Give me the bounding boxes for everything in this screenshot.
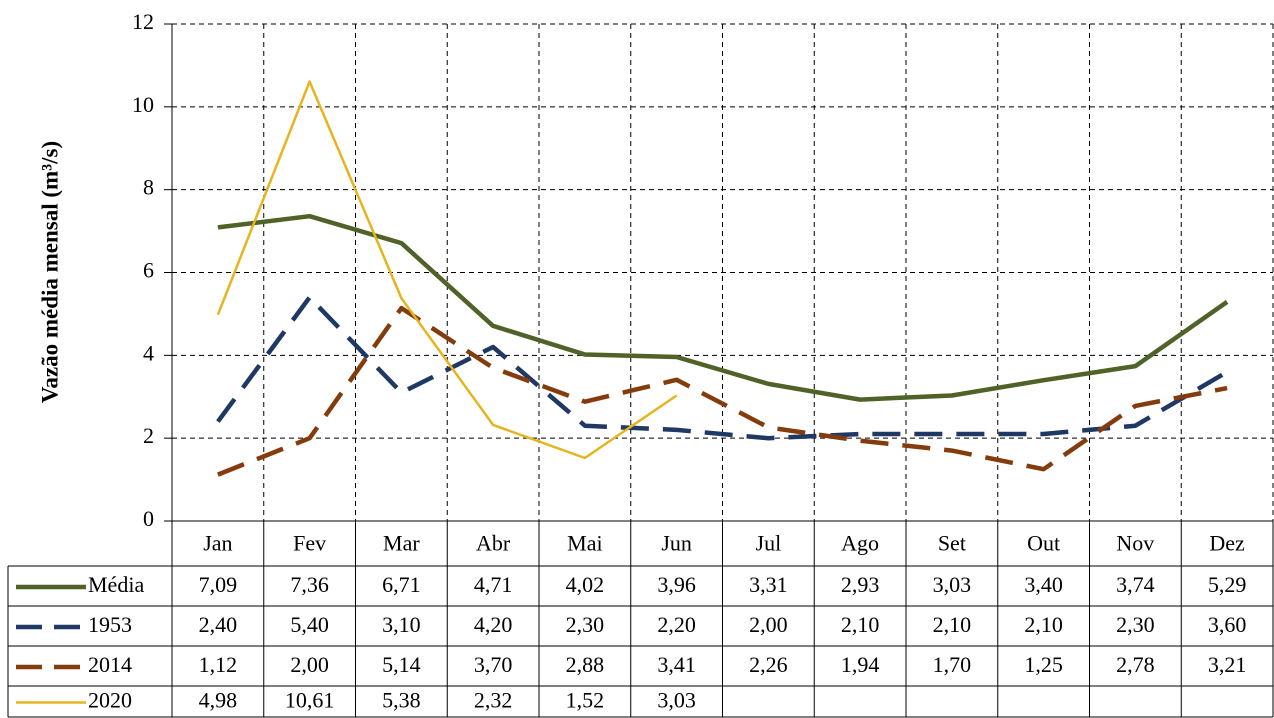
table-value: 3,96 (657, 572, 696, 597)
legend-label: Média (88, 572, 144, 597)
table-value: 7,09 (199, 572, 238, 597)
x-tick-label: Mar (383, 531, 420, 556)
x-tick-label: Ago (841, 531, 879, 556)
table-value: 10,61 (285, 688, 335, 713)
table-value: 1,94 (841, 652, 880, 677)
x-tick-label: Fev (293, 531, 326, 556)
table-value: 2,20 (657, 612, 696, 637)
table-value: 2,32 (474, 688, 513, 713)
y-tick-label: 12 (132, 9, 154, 34)
table-value: 7,36 (290, 572, 329, 597)
table-value: 3,10 (382, 612, 421, 637)
table-value: 3,74 (1116, 572, 1155, 597)
table-value: 4,02 (566, 572, 605, 597)
table-value: 3,21 (1208, 652, 1247, 677)
table-value: 2,00 (290, 652, 329, 677)
y-tick-label: 2 (143, 423, 154, 448)
table-value: 4,20 (474, 612, 513, 637)
table-value: 3,40 (1024, 572, 1063, 597)
table-value: 1,52 (566, 688, 605, 713)
table-value: 1,12 (199, 652, 238, 677)
table-value: 2,10 (933, 612, 972, 637)
table-value: 3,31 (749, 572, 788, 597)
table-value: 2,93 (841, 572, 880, 597)
x-tick-label: Out (1027, 531, 1060, 556)
table-value: 2,88 (566, 652, 605, 677)
x-tick-label: Mai (567, 531, 602, 556)
table-value: 3,03 (933, 572, 972, 597)
table-value: 3,41 (657, 652, 696, 677)
x-tick-label: Jul (756, 531, 782, 556)
table-value: 5,38 (382, 688, 421, 713)
table-value: 4,98 (199, 688, 238, 713)
table-value: 2,30 (1116, 612, 1155, 637)
table-value: 3,03 (657, 688, 696, 713)
series-line (217, 213, 1229, 402)
x-tick-label: Nov (1116, 531, 1154, 556)
table-value: 6,71 (382, 572, 421, 597)
table-value: 2,30 (566, 612, 605, 637)
table-value: 2,26 (749, 652, 788, 677)
x-tick-label: Jun (661, 531, 692, 556)
x-tick-label: Set (938, 531, 966, 556)
y-tick-label: 4 (143, 340, 154, 365)
table-value: 5,29 (1208, 572, 1247, 597)
table-value: 2,10 (841, 612, 880, 637)
y-tick-label: 8 (143, 175, 154, 200)
x-tick-label: Abr (476, 531, 511, 556)
legend-label: 2014 (88, 652, 132, 677)
table-value: 1,70 (933, 652, 972, 677)
series-line (217, 305, 1228, 477)
table-value: 5,14 (382, 652, 421, 677)
series-line (216, 80, 678, 460)
y-axis-label: Vazão média mensal (m³/s) (37, 141, 62, 403)
x-tick-label: Dez (1209, 531, 1245, 556)
y-tick-label: 0 (143, 506, 154, 531)
table-value: 2,40 (199, 612, 238, 637)
table-value: 3,70 (474, 652, 513, 677)
table-value: 4,71 (474, 572, 513, 597)
table-value: 3,60 (1208, 612, 1247, 637)
table-value: 2,10 (1024, 612, 1063, 637)
x-tick-label: Jan (203, 531, 232, 556)
legend-label: 2020 (88, 688, 132, 713)
table-value: 1,25 (1024, 652, 1063, 677)
y-tick-label: 6 (143, 258, 154, 283)
series-line (216, 295, 1229, 441)
table-value: 2,00 (749, 612, 788, 637)
table-value: 2,78 (1116, 652, 1155, 677)
legend-label: 1953 (88, 612, 132, 637)
table-value: 5,40 (290, 612, 329, 637)
y-tick-label: 10 (132, 92, 154, 117)
